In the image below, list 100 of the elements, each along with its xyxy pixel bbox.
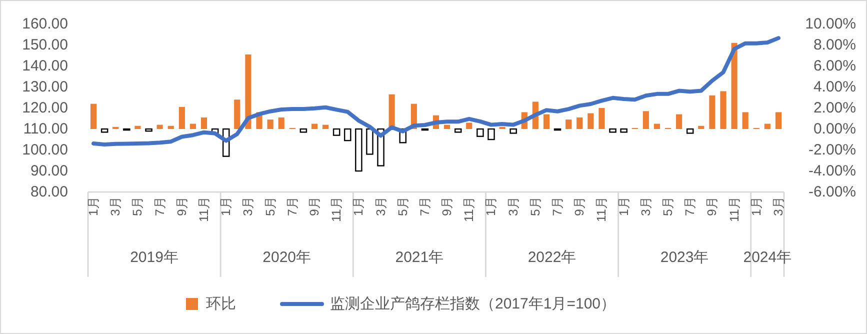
bar: [90, 104, 97, 129]
bar: [267, 120, 274, 129]
bar: [466, 122, 472, 129]
x-tick-label: 3月: [374, 196, 388, 216]
bar: [322, 124, 329, 129]
x-tick-label: 11月: [727, 196, 742, 222]
text: 2024年: [743, 249, 792, 266]
bar: [145, 128, 152, 132]
bar: [234, 100, 240, 129]
y-tick-label: 80.00: [30, 184, 68, 200]
bar: [200, 117, 208, 129]
bar: [686, 128, 694, 134]
y2-tick-label: -6.00%: [808, 184, 856, 200]
x-tick-label: 7月: [683, 196, 698, 216]
y2-tick-label: 4.00%: [813, 78, 856, 96]
bar: [566, 120, 572, 129]
bar: [100, 128, 108, 133]
x-tick-label: 11月: [462, 196, 476, 222]
y2-tick-label: 6.00%: [813, 58, 856, 74]
bar: [742, 112, 748, 129]
y2-tick-label: 8.00%: [813, 36, 856, 54]
x-tick-label: 7月: [152, 196, 167, 216]
bar: [156, 124, 163, 129]
bar: [598, 108, 605, 129]
bar: [698, 126, 704, 129]
bar: [654, 124, 660, 129]
bar: [278, 117, 284, 129]
y-tick-label: 130.00: [22, 78, 68, 96]
bar: [134, 126, 141, 129]
x-tick-label: 9月: [174, 196, 189, 216]
bar: [311, 124, 318, 129]
text: 2022年: [528, 249, 576, 266]
bar: [764, 124, 770, 129]
x-tick-label: 7月: [285, 196, 300, 216]
x-tick-label: 1月: [484, 196, 498, 216]
x-tick-label: 5月: [661, 196, 675, 216]
x-tick-label: 9月: [572, 196, 587, 216]
x-tick-label: 11月: [197, 196, 211, 222]
y-tick-label: 90.00: [30, 162, 68, 180]
y2-tick-label: -4.00%: [808, 162, 856, 180]
x-tick-label: 3月: [241, 196, 256, 216]
bar: [476, 128, 484, 137]
x-tick-label: 1月: [616, 196, 631, 216]
y2-tick-label: 0.00%: [813, 120, 856, 138]
bar: [454, 128, 462, 133]
x-tick-label: 7月: [550, 196, 565, 216]
bar: [620, 128, 628, 133]
y2-tick-label: 10.00%: [805, 16, 856, 32]
y-tick-label: 120.00: [22, 100, 68, 116]
y-tick-label: 160.00: [22, 16, 68, 32]
bar: [245, 54, 252, 129]
x-tick-label: 3月: [638, 196, 653, 216]
x-tick-label: 11月: [594, 196, 609, 222]
x-tick-label: 5月: [528, 196, 542, 216]
y2-tick-label: -2.00%: [808, 142, 856, 158]
x-tick-label: 3月: [771, 196, 786, 216]
bar: [709, 95, 716, 129]
bar: [178, 106, 185, 129]
bar: [344, 128, 352, 142]
bar: [300, 128, 308, 133]
bar: [731, 42, 738, 129]
bar: [576, 117, 583, 129]
bar: [510, 128, 517, 134]
text: 2023年: [660, 249, 709, 266]
bar: [190, 124, 196, 129]
x-tick-label: 1月: [352, 196, 366, 216]
x-tick-label: 3月: [108, 196, 123, 216]
legend-label: 环比: [206, 296, 236, 312]
bar: [676, 114, 682, 129]
text: 2020年: [262, 249, 312, 266]
bar: [332, 128, 340, 136]
x-tick-label: 5月: [130, 196, 145, 216]
bar: [642, 111, 649, 129]
bar: [355, 128, 362, 172]
bar: [488, 128, 495, 140]
bar: [543, 114, 550, 129]
x-tick-label: 5月: [396, 196, 410, 216]
x-tick-label: 9月: [440, 196, 454, 216]
y-tick-label: 100.00: [22, 142, 68, 158]
bar: [609, 128, 616, 133]
bar: [366, 128, 374, 155]
legend-label: 监测企业产鸽存栏指数（2017年1月=100）: [330, 296, 616, 312]
bar: [168, 126, 174, 129]
x-tick-label: 1月: [219, 196, 234, 216]
y-tick-label: 150.00: [22, 36, 68, 54]
x-tick-label: 9月: [307, 196, 322, 216]
bar: [775, 112, 782, 129]
bar: [588, 113, 594, 129]
text: 2021年: [395, 249, 444, 266]
bar: [720, 91, 726, 129]
text: 2019年: [130, 249, 178, 266]
bar: [444, 124, 450, 129]
x-tick-label: 3月: [506, 196, 520, 216]
line-series: [92, 36, 780, 147]
x-tick-label: 11月: [330, 196, 344, 222]
x-tick-label: 5月: [263, 196, 278, 216]
y2-tick-label: 2.00%: [813, 100, 856, 116]
x-tick-label: 1月: [86, 196, 101, 216]
x-tick-label: 7月: [418, 196, 432, 216]
x-tick-label: 9月: [705, 196, 720, 216]
